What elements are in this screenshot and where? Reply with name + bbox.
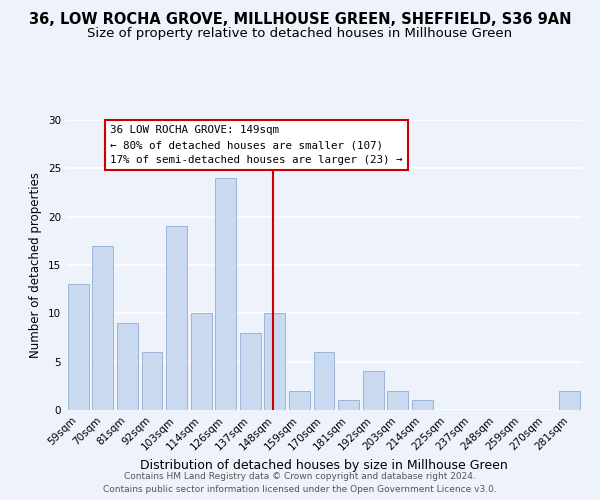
Bar — [362, 372, 383, 410]
Text: Size of property relative to detached houses in Millhouse Green: Size of property relative to detached ho… — [88, 28, 512, 40]
Bar — [289, 390, 310, 410]
Bar — [166, 226, 187, 410]
Bar — [142, 352, 163, 410]
Bar — [92, 246, 113, 410]
Bar — [559, 390, 580, 410]
Text: Contains HM Land Registry data © Crown copyright and database right 2024.: Contains HM Land Registry data © Crown c… — [124, 472, 476, 481]
Bar — [215, 178, 236, 410]
Bar — [265, 314, 286, 410]
Bar — [338, 400, 359, 410]
X-axis label: Distribution of detached houses by size in Millhouse Green: Distribution of detached houses by size … — [140, 458, 508, 471]
Bar — [412, 400, 433, 410]
Bar — [387, 390, 408, 410]
Text: Contains public sector information licensed under the Open Government Licence v3: Contains public sector information licen… — [103, 485, 497, 494]
Bar — [191, 314, 212, 410]
Bar — [240, 332, 261, 410]
Bar — [68, 284, 89, 410]
Text: 36, LOW ROCHA GROVE, MILLHOUSE GREEN, SHEFFIELD, S36 9AN: 36, LOW ROCHA GROVE, MILLHOUSE GREEN, SH… — [29, 12, 571, 28]
Bar — [117, 323, 138, 410]
Y-axis label: Number of detached properties: Number of detached properties — [29, 172, 43, 358]
Text: 36 LOW ROCHA GROVE: 149sqm
← 80% of detached houses are smaller (107)
17% of sem: 36 LOW ROCHA GROVE: 149sqm ← 80% of deta… — [110, 125, 403, 165]
Bar — [314, 352, 334, 410]
